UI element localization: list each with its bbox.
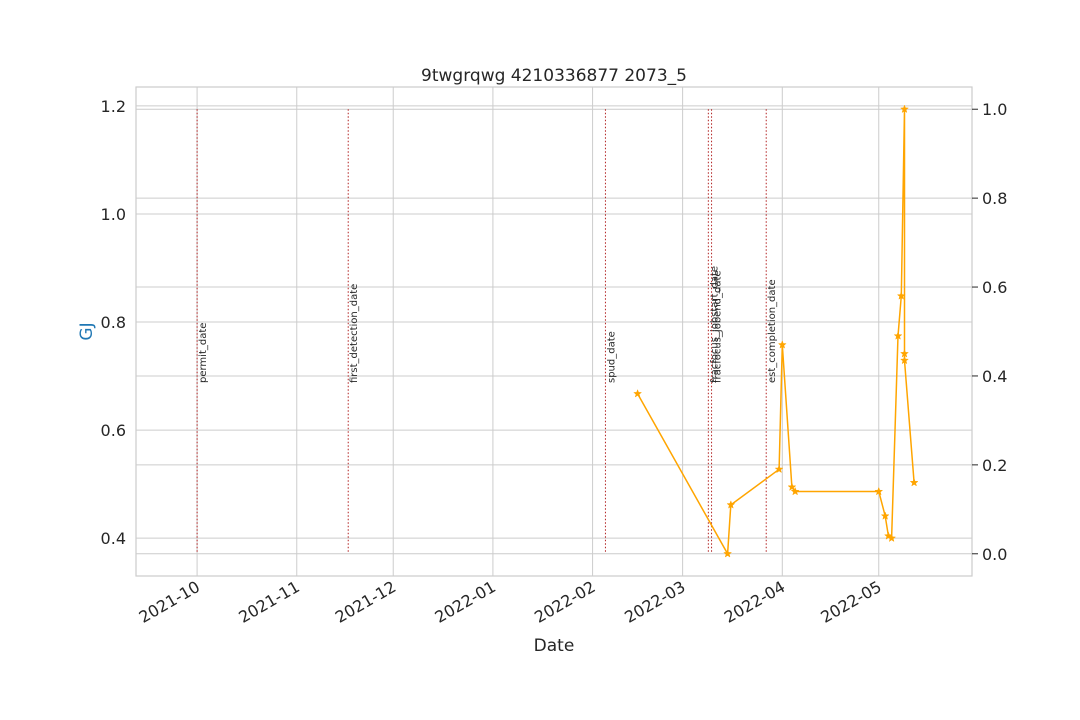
x-tick-label: 2022-05 [817, 577, 884, 627]
y-right-tick-label: 0.6 [982, 278, 1007, 297]
y-left-tick-label: 1.2 [101, 97, 126, 116]
data-point-star [726, 500, 736, 509]
series [633, 104, 919, 558]
y-right-tick-label: 1.0 [982, 100, 1007, 119]
x-tick-label: 2021-12 [332, 577, 399, 627]
event-label: fracfocus_jobstart_date [709, 266, 720, 383]
plot-frame [135, 86, 973, 577]
x-tick-label: 2022-02 [531, 577, 598, 627]
data-point-star [899, 104, 909, 114]
data-point-star [899, 355, 909, 365]
data-point-star [874, 486, 884, 496]
event-label: spud_date [606, 331, 617, 383]
x-tick-label: 2022-01 [432, 577, 499, 627]
y-axis-label: GJ [77, 322, 97, 340]
data-point-star [787, 482, 797, 491]
y-right-tick-label: 0.2 [982, 456, 1007, 475]
x-tick-label: 2022-04 [721, 577, 788, 627]
grid [136, 87, 972, 576]
x-tick-label: 2021-11 [235, 577, 302, 627]
chart-title: 9twgrqwg 4210336877 2073_5 [421, 66, 687, 86]
event-label: first_detection_date [349, 284, 360, 383]
y-right-tick-label: 0.4 [982, 367, 1007, 386]
data-point-star [777, 340, 787, 349]
y-left-tick-label: 1.0 [101, 205, 126, 224]
x-tick-label: 2021-10 [136, 577, 203, 627]
event-markers: permit_date first_detection_date spud_date… [196, 109, 778, 554]
data-point-star [723, 549, 733, 558]
data-point-star [633, 389, 643, 398]
event-label: fracfocus_jobend_date [713, 270, 724, 383]
y-right-tick-label: 0.0 [982, 545, 1007, 564]
event-label: est_completion_date [767, 279, 778, 383]
data-point-star [909, 477, 919, 487]
data-point-star [893, 331, 903, 340]
data-point-star [774, 464, 784, 474]
data-point-star [896, 291, 906, 300]
event-label: permit_date [198, 323, 209, 383]
data-point-star [899, 349, 909, 358]
data-point-star [880, 511, 890, 520]
y-left-tick-label: 0.8 [101, 313, 126, 332]
y-left-tick-label: 0.4 [101, 529, 126, 548]
y-right-tick-label: 0.8 [982, 189, 1007, 208]
data-point-star [790, 486, 800, 496]
y-left-tick-label: 0.6 [101, 421, 126, 440]
data-point-star [887, 533, 897, 543]
x-axis-label: Date [534, 636, 575, 656]
axis-ticks: 2021-10 2021-11 2021-12 2022-01 2022-02 2022-… [101, 97, 1008, 627]
x-tick-label: 2022-03 [621, 577, 688, 627]
